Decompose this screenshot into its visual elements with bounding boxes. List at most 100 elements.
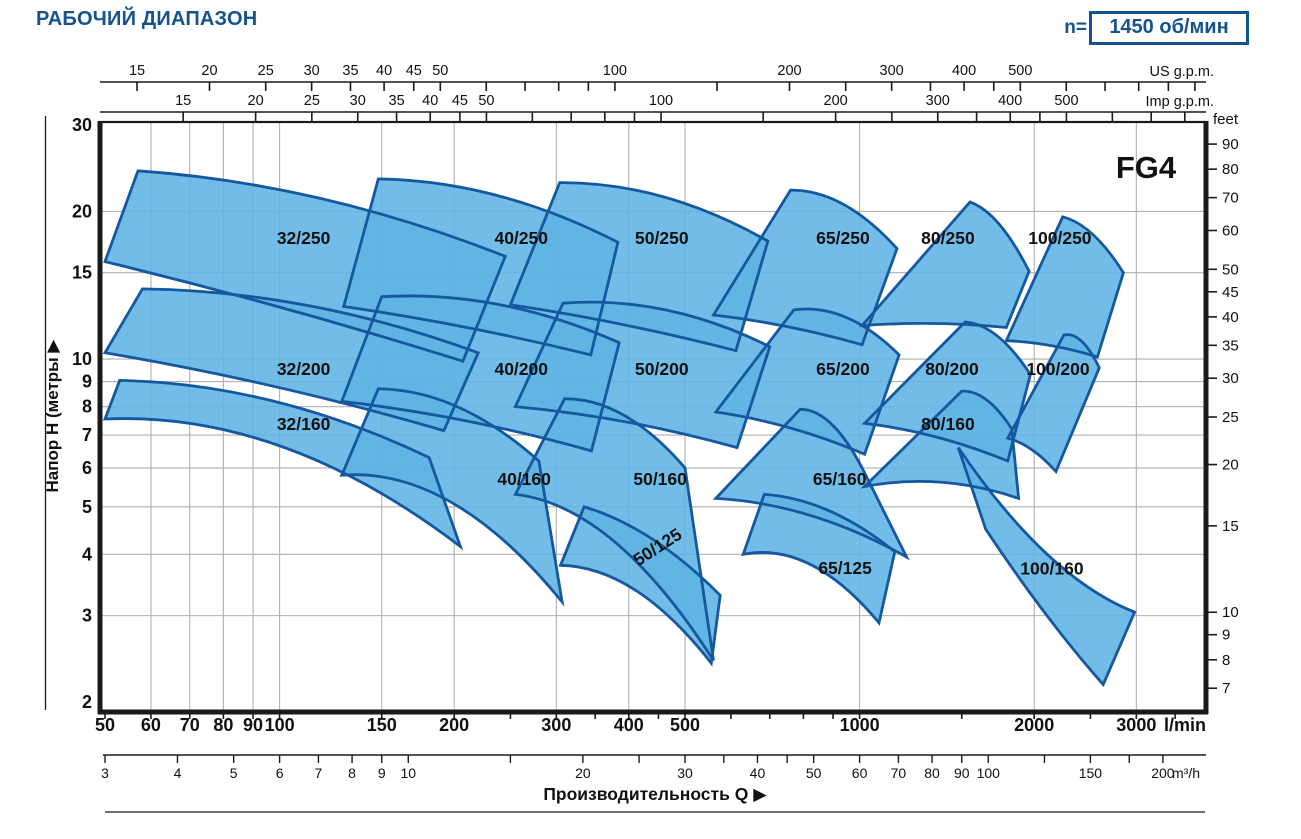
svg-text:30: 30 (677, 765, 693, 781)
svg-text:7: 7 (1222, 680, 1230, 697)
svg-text:400: 400 (614, 715, 644, 735)
family-label: FG4 (1116, 150, 1177, 185)
svg-text:80: 80 (924, 765, 940, 781)
region-outlines (102, 169, 1137, 688)
svg-text:300: 300 (541, 715, 571, 735)
svg-text:80: 80 (1222, 161, 1239, 178)
svg-text:25: 25 (304, 93, 320, 109)
region-fill-80-250 (862, 202, 1030, 328)
x-axis-title: Производительность Q ▶ (543, 784, 767, 804)
svg-text:15: 15 (1222, 518, 1239, 535)
svg-text:200: 200 (1151, 765, 1175, 781)
svg-text:30: 30 (72, 115, 92, 135)
svg-text:10: 10 (72, 349, 92, 369)
svg-text:US g.p.m.: US g.p.m. (1150, 64, 1214, 80)
region-label-50-200: 50/200 (635, 359, 689, 379)
svg-text:m³/h: m³/h (1172, 765, 1200, 781)
svg-text:100: 100 (977, 765, 1001, 781)
svg-text:400: 400 (952, 63, 976, 79)
region-label-32-160: 32/160 (277, 414, 331, 434)
svg-text:feet: feet (1213, 111, 1239, 128)
region-label-65-250: 65/250 (816, 228, 870, 248)
region-outline-50-200 (513, 300, 772, 450)
region-outline-40-250 (341, 177, 620, 357)
svg-text:4: 4 (82, 544, 92, 564)
axis-us-gpm: 15 20 25 30 35 40 45 50 100 200 300 400 500 US g.p.m. (100, 63, 1214, 91)
svg-text:100: 100 (265, 715, 295, 735)
svg-text:80: 80 (213, 715, 233, 735)
svg-text:60: 60 (141, 715, 161, 735)
region-outline-40-160 (339, 387, 565, 607)
axis-lmin: 50 60 70 80 90 100 150 200 300 400 500 1000 2000 3000… (95, 712, 1206, 735)
svg-text:7: 7 (315, 765, 323, 781)
svg-text:35: 35 (1222, 337, 1239, 354)
region-outline-40-200 (339, 294, 621, 453)
svg-text:40: 40 (376, 63, 392, 79)
svg-text:Напор H (метры ▶: Напор H (метры ▶ (43, 339, 62, 493)
region-fill-65-250 (713, 190, 897, 345)
region-label-80-200: 80/200 (925, 359, 979, 379)
svg-text:9: 9 (1222, 627, 1230, 644)
axis-meters: 30 20 15 10 9 8 7 6 5 4 3 2 Напор H (метры ▶ (43, 115, 92, 712)
svg-text:200: 200 (439, 715, 469, 735)
region-fill-50-125 (560, 506, 721, 664)
rpm-indicator: n= 1450 об/мин (1064, 11, 1249, 45)
svg-text:8: 8 (348, 765, 356, 781)
region-outline-100-160 (956, 446, 1137, 688)
region-label-100-160: 100/160 (1020, 559, 1084, 579)
rpm-value-box: 1450 об/мин (1089, 11, 1249, 45)
svg-text:9: 9 (378, 765, 386, 781)
region-outline-80-250 (858, 200, 1031, 329)
svg-text:70: 70 (180, 715, 200, 735)
svg-text:2: 2 (82, 692, 92, 712)
svg-text:500: 500 (670, 715, 700, 735)
svg-text:400: 400 (998, 93, 1022, 109)
svg-text:30: 30 (1222, 370, 1239, 387)
svg-text:15: 15 (129, 63, 145, 79)
svg-text:150: 150 (367, 715, 397, 735)
region-label-40-160: 40/160 (497, 469, 551, 489)
svg-text:500: 500 (1054, 93, 1078, 109)
svg-text:Imp g.p.m.: Imp g.p.m. (1146, 94, 1215, 110)
svg-text:4: 4 (174, 765, 182, 781)
region-outline-80-160 (860, 389, 1021, 501)
region-outline-50-125 (558, 505, 722, 667)
svg-text:20: 20 (248, 93, 264, 109)
svg-text:45: 45 (406, 63, 422, 79)
svg-text:50: 50 (478, 93, 494, 109)
svg-text:20: 20 (1222, 457, 1239, 474)
svg-text:10: 10 (1222, 604, 1239, 621)
svg-text:500: 500 (1008, 63, 1032, 79)
region-fills (105, 170, 1135, 685)
region-label-65-160: 65/160 (813, 469, 867, 489)
svg-text:l/min: l/min (1164, 715, 1206, 735)
region-outline-65-160 (712, 407, 910, 561)
svg-text:100: 100 (603, 63, 627, 79)
svg-text:30: 30 (350, 93, 366, 109)
svg-text:20: 20 (201, 63, 217, 79)
svg-text:40: 40 (1222, 309, 1239, 326)
svg-text:200: 200 (777, 63, 801, 79)
region-label-50-160: 50/160 (633, 469, 687, 489)
region-outline-80-200 (861, 320, 1032, 463)
region-label-65-125: 65/125 (818, 558, 872, 578)
svg-text:40: 40 (750, 765, 766, 781)
region-fill-32-160 (105, 380, 461, 547)
svg-text:3: 3 (82, 606, 92, 626)
svg-text:45: 45 (1222, 284, 1239, 301)
svg-text:15: 15 (175, 93, 191, 109)
svg-text:50: 50 (432, 63, 448, 79)
region-fill-100-250 (1006, 216, 1124, 357)
svg-text:300: 300 (926, 93, 950, 109)
svg-text:6: 6 (276, 765, 284, 781)
region-label-50-250: 50/250 (635, 228, 689, 248)
region-outline-65-125 (741, 492, 897, 626)
region-label-65-200: 65/200 (816, 359, 870, 379)
region-label-100-200: 100/200 (1026, 359, 1090, 379)
svg-text:3000: 3000 (1116, 715, 1156, 735)
svg-text:25: 25 (258, 63, 274, 79)
svg-text:70: 70 (891, 765, 907, 781)
svg-text:2000: 2000 (1014, 715, 1054, 735)
region-outline-32-250 (103, 169, 508, 363)
svg-text:90: 90 (243, 715, 263, 735)
